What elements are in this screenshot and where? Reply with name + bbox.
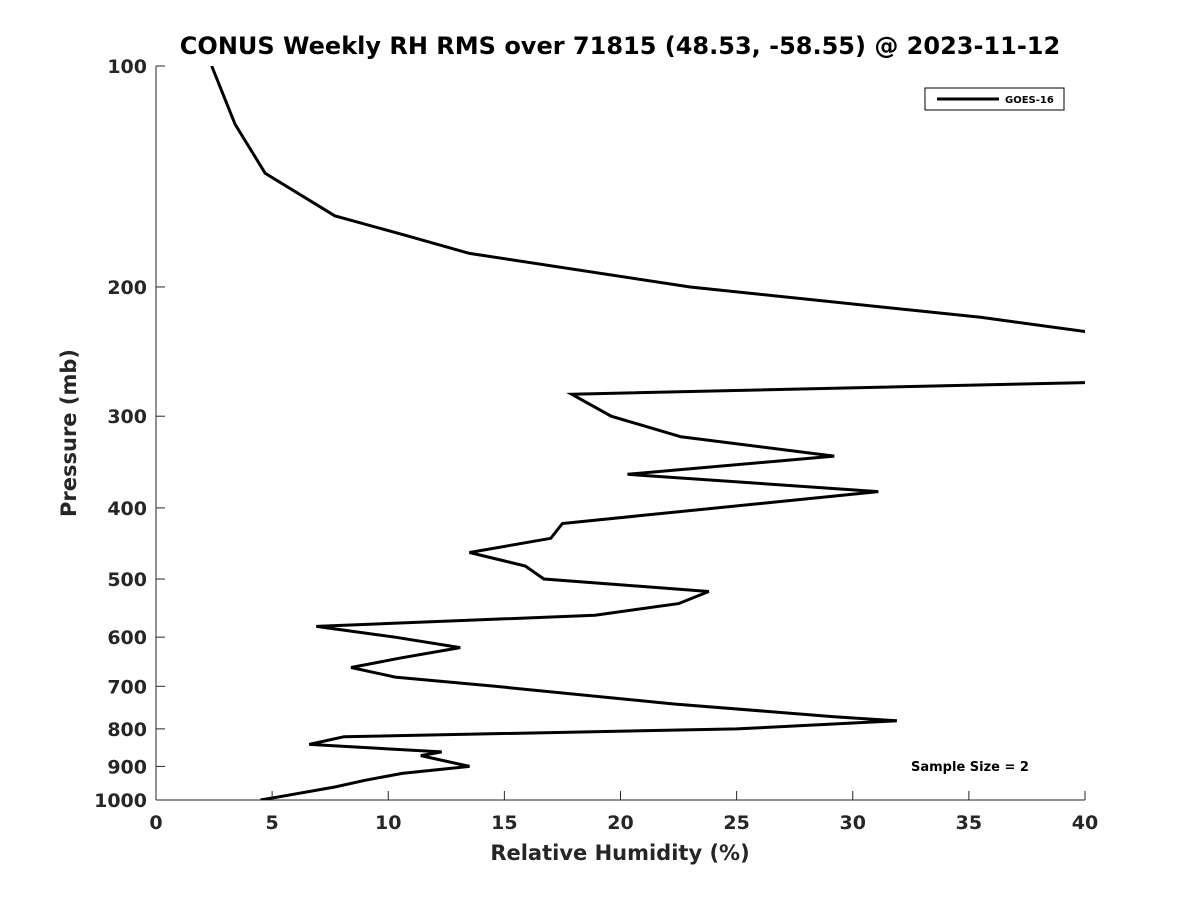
y-axis-ticks: 100 200 300 400 500 600 700 800 900 1000 — [94, 56, 165, 812]
x-axis-ticks: 0 5 10 15 20 25 30 35 40 — [149, 791, 1098, 834]
series-line-segment — [260, 381, 1085, 800]
y-tick-label: 300 — [107, 406, 147, 428]
y-tick-label: 500 — [107, 569, 147, 591]
x-tick-label: 5 — [266, 812, 279, 834]
y-tick-label: 800 — [107, 719, 147, 741]
y-tick-label: 200 — [107, 277, 147, 299]
series-goes-16 — [210, 66, 1085, 800]
x-tick-label: 35 — [956, 812, 982, 834]
x-axis-label: Relative Humidity (%) — [490, 841, 749, 865]
x-tick-label: 25 — [723, 812, 749, 834]
x-tick-label: 20 — [607, 812, 633, 834]
y-tick-label: 400 — [107, 498, 147, 520]
legend-label-goes-16: GOES-16 — [1005, 95, 1054, 106]
plot-area — [155, 66, 1085, 801]
sample-size-annotation: Sample Size = 2 — [911, 760, 1029, 775]
series-line-segment — [210, 66, 1085, 333]
y-tick-label: 1000 — [94, 790, 147, 812]
x-tick-label: 15 — [491, 812, 517, 834]
y-tick-label: 700 — [107, 676, 147, 698]
y-tick-label: 900 — [107, 756, 147, 778]
y-axis-label: Pressure (mb) — [57, 349, 81, 517]
x-tick-label: 0 — [149, 812, 162, 834]
x-tick-label: 40 — [1072, 812, 1098, 834]
x-tick-label: 30 — [840, 812, 866, 834]
y-tick-label: 100 — [107, 56, 147, 78]
chart-title: CONUS Weekly RH RMS over 71815 (48.53, -… — [180, 32, 1060, 60]
y-tick-label: 600 — [107, 627, 147, 649]
legend: GOES-16 — [924, 87, 1065, 111]
x-tick-label: 10 — [375, 812, 401, 834]
